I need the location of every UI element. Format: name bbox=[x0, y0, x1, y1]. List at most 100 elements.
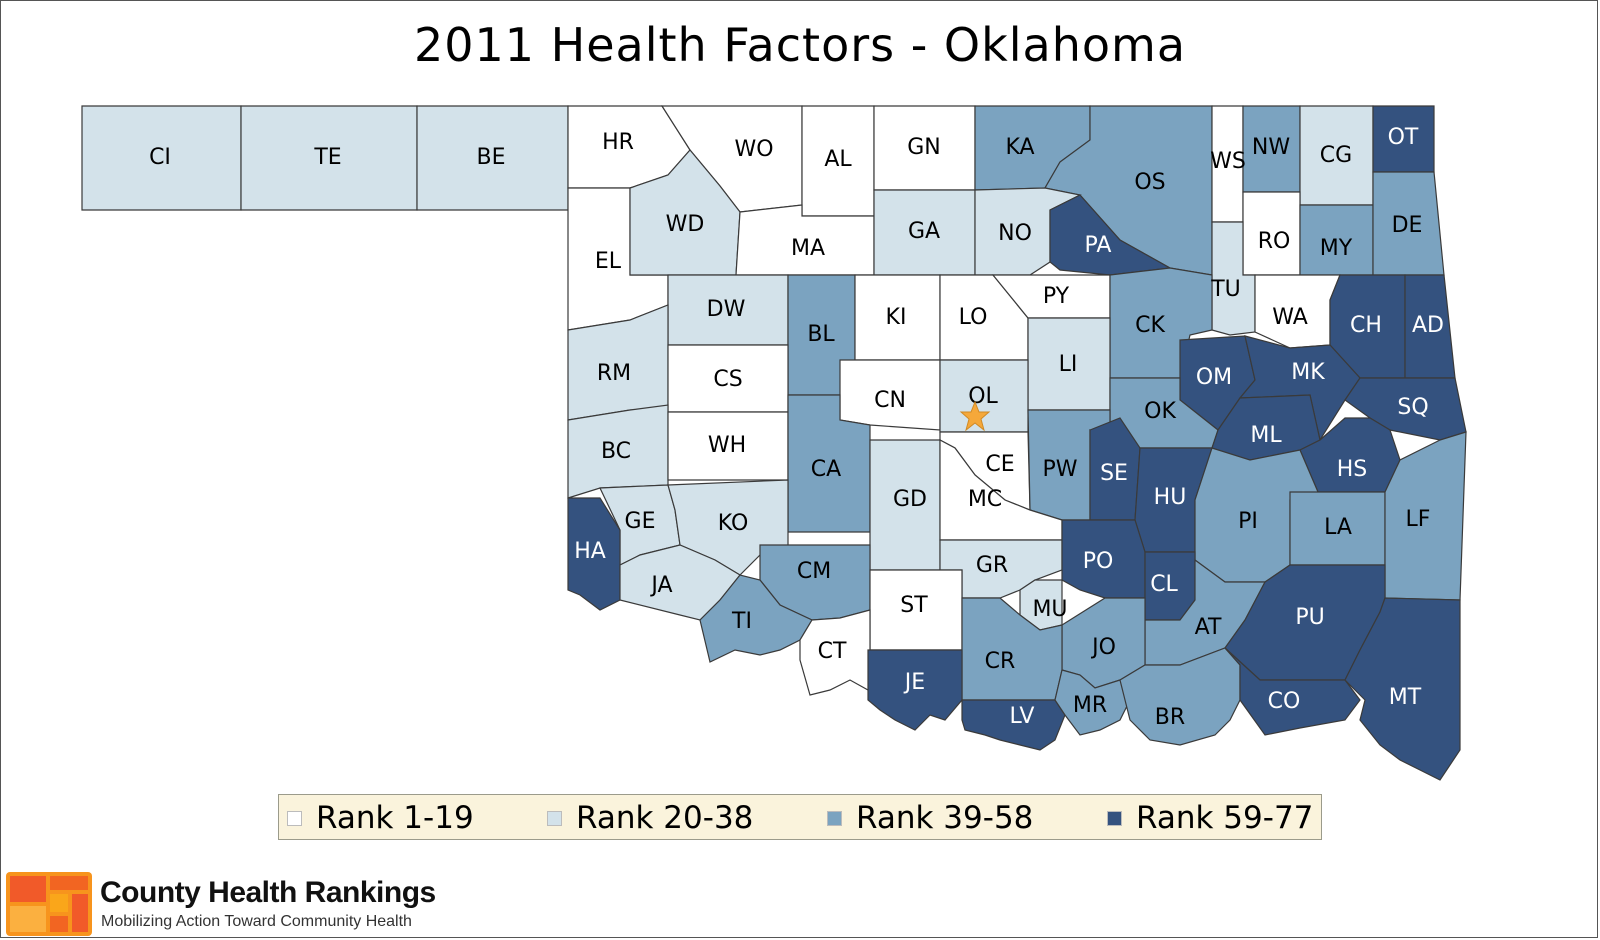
county-label-po: PO bbox=[1083, 549, 1114, 574]
county-label-la: LA bbox=[1324, 515, 1352, 540]
county-label-gn: GN bbox=[907, 135, 941, 160]
county-label-hr: HR bbox=[602, 130, 634, 155]
county-label-ja: JA bbox=[649, 573, 672, 598]
county-label-bl: BL bbox=[807, 322, 835, 347]
legend-swatch-rank-39-58 bbox=[827, 810, 842, 826]
county-label-se: SE bbox=[1100, 461, 1128, 486]
county-label-lf: LF bbox=[1406, 507, 1431, 532]
county-label-tu: TU bbox=[1210, 277, 1241, 302]
county-mk bbox=[1238, 335, 1361, 442]
brand-tagline: Mobilizing Action Toward Community Healt… bbox=[101, 913, 412, 930]
legend-swatch-rank-20-38 bbox=[547, 810, 562, 826]
county-health-rankings-logo-icon bbox=[6, 872, 92, 936]
county-je bbox=[867, 649, 963, 731]
map-title: 2011 Health Factors - Oklahoma bbox=[413, 18, 1187, 72]
county-label-wo: WO bbox=[734, 137, 773, 162]
county-label-gr: GR bbox=[976, 553, 1008, 578]
county-label-wh: WH bbox=[708, 433, 746, 458]
county-label-lo: LO bbox=[959, 305, 988, 330]
county-label-ws: WS bbox=[1210, 149, 1246, 174]
county-label-nw: NW bbox=[1252, 135, 1290, 160]
county-label-jo: JO bbox=[1090, 635, 1116, 660]
county-label-wa: WA bbox=[1272, 305, 1308, 330]
county-label-ok: OK bbox=[1144, 399, 1176, 424]
county-label-be: BE bbox=[477, 145, 506, 170]
legend-swatch-rank-59-77 bbox=[1107, 810, 1122, 826]
legend-swatch-rank-1-19 bbox=[287, 810, 302, 826]
legend-label: Rank 1-19 bbox=[316, 800, 474, 836]
legend-item-rank-1-19: Rank 1-19 bbox=[287, 799, 474, 837]
county-label-ck: CK bbox=[1135, 313, 1165, 338]
county-label-ro: RO bbox=[1258, 229, 1291, 254]
county-mt bbox=[1344, 597, 1461, 781]
county-label-gd: GD bbox=[893, 487, 927, 512]
county-label-pu: PU bbox=[1295, 605, 1324, 630]
county-wd bbox=[629, 149, 741, 276]
county-ha bbox=[567, 497, 621, 611]
county-label-ce: CE bbox=[985, 452, 1014, 477]
county-label-bc: BC bbox=[601, 439, 631, 464]
county-label-te: TE bbox=[313, 145, 341, 170]
county-label-ki: KI bbox=[886, 305, 907, 330]
county-label-os: OS bbox=[1134, 170, 1165, 195]
legend-item-rank-39-58: Rank 39-58 bbox=[827, 799, 1033, 837]
county-label-om: OM bbox=[1196, 365, 1232, 390]
county-label-mt: MT bbox=[1389, 685, 1422, 710]
county-label-li: LI bbox=[1059, 352, 1078, 377]
county-label-sq: SQ bbox=[1397, 395, 1428, 420]
county-label-pa: PA bbox=[1085, 233, 1112, 258]
county-label-ct: CT bbox=[818, 639, 847, 664]
county-br bbox=[1119, 647, 1241, 746]
county-label-je: JE bbox=[903, 670, 925, 695]
county-label-br: BR bbox=[1155, 705, 1185, 730]
legend-item-rank-20-38: Rank 20-38 bbox=[547, 799, 753, 837]
county-label-pi: PI bbox=[1238, 509, 1258, 534]
county-label-ml: ML bbox=[1250, 423, 1282, 448]
county-label-de: DE bbox=[1392, 213, 1423, 238]
county-label-pw: PW bbox=[1042, 457, 1077, 482]
county-label-mk: MK bbox=[1291, 360, 1325, 385]
county-label-cg: CG bbox=[1320, 143, 1352, 168]
county-label-rm: RM bbox=[597, 361, 631, 386]
county-label-ha: HA bbox=[574, 539, 606, 564]
county-label-hu: HU bbox=[1154, 485, 1187, 510]
county-label-lv: LV bbox=[1010, 704, 1035, 729]
county-label-wd: WD bbox=[666, 212, 705, 237]
county-label-cl: CL bbox=[1150, 572, 1178, 597]
county-label-ga: GA bbox=[908, 219, 940, 244]
county-label-ch: CH bbox=[1350, 313, 1382, 338]
legend-label: Rank 59-77 bbox=[1136, 800, 1314, 836]
county-label-ot: OT bbox=[1388, 125, 1419, 150]
county-label-cn: CN bbox=[874, 388, 906, 413]
county-sq bbox=[1344, 377, 1467, 441]
county-ct bbox=[799, 609, 871, 696]
county-label-my: MY bbox=[1320, 236, 1353, 261]
county-label-mu: MU bbox=[1032, 597, 1067, 622]
county-label-al: AL bbox=[824, 147, 852, 172]
county-label-cr: CR bbox=[985, 649, 1016, 674]
legend-item-rank-59-77: Rank 59-77 bbox=[1107, 799, 1313, 837]
county-label-dw: DW bbox=[707, 297, 746, 322]
county-label-co: CO bbox=[1268, 689, 1301, 714]
county-label-cm: CM bbox=[797, 559, 831, 584]
county-label-ge: GE bbox=[625, 509, 656, 534]
county-label-ol: OL bbox=[968, 384, 998, 409]
map-legend: Rank 1-19 Rank 20-38 Rank 39-58 Rank 59-… bbox=[278, 794, 1322, 840]
county-label-mc: MC bbox=[968, 487, 1002, 512]
county-label-ca: CA bbox=[811, 457, 841, 482]
county-label-cs: CS bbox=[713, 367, 742, 392]
county-label-hs: HS bbox=[1337, 457, 1368, 482]
legend-label: Rank 39-58 bbox=[856, 800, 1034, 836]
county-label-at: AT bbox=[1195, 615, 1222, 640]
county-label-ka: KA bbox=[1005, 135, 1034, 160]
county-label-el: EL bbox=[595, 249, 622, 274]
county-label-st: ST bbox=[900, 593, 928, 618]
county-co bbox=[1224, 647, 1361, 736]
state-capital-star-icon bbox=[959, 400, 991, 432]
county-label-ko: KO bbox=[718, 511, 749, 536]
legend-label: Rank 20-38 bbox=[576, 800, 754, 836]
county-label-ad: AD bbox=[1412, 313, 1444, 338]
counties-layer bbox=[81, 105, 1467, 781]
